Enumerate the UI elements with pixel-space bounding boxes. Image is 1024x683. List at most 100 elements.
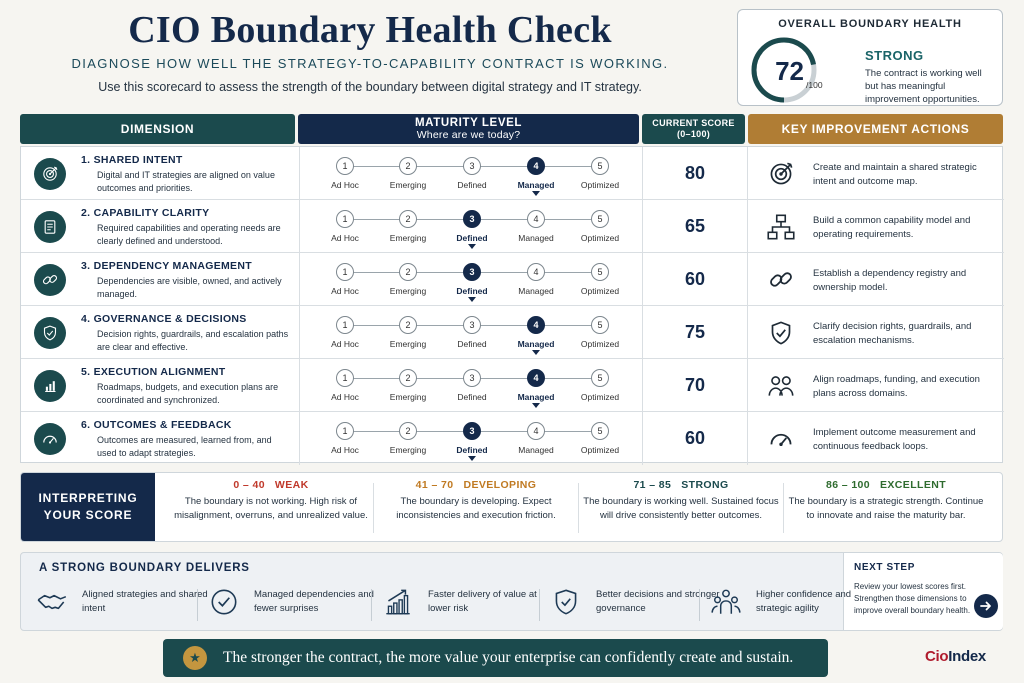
dimension-icon-badge (34, 211, 66, 243)
maturity-level-circle: 4 (527, 157, 545, 175)
benefit-icon (381, 585, 415, 619)
maturity-level-circle: 1 (336, 316, 354, 334)
maturity-scale: 1 Ad Hoc 2 Emerging 3 Defined 4 Managed … (299, 253, 642, 305)
dimension-cell: 4. GOVERNANCE & DECISIONS Decision right… (21, 306, 298, 358)
maturity-level-5[interactable]: 5 Optimized (565, 210, 635, 243)
maturity-level-label: Emerging (389, 233, 427, 243)
maturity-level-1[interactable]: 1 Ad Hoc (310, 263, 380, 296)
maturity-level-1[interactable]: 1 Ad Hoc (310, 157, 380, 190)
maturity-level-circle: 5 (591, 422, 609, 440)
link-icon (770, 272, 792, 287)
dimension-icon-badge (34, 317, 66, 349)
benefit-text: Faster delivery of value at lower risk (428, 589, 537, 614)
maturity-level-circle: 5 (591, 369, 609, 387)
bar-chart-icon (45, 381, 56, 393)
maturity-level-2[interactable]: 2 Emerging (373, 210, 443, 243)
maturity-level-label: Ad Hoc (331, 445, 359, 455)
score-band: 71 – 85 STRONG The boundary is working w… (581, 479, 781, 537)
action-cell: Clarify decision rights, guardrails, and… (747, 306, 1004, 358)
maturity-level-3[interactable]: 3 Defined (437, 316, 507, 349)
benefit-item: Faster delivery of value at lower risk (381, 585, 546, 625)
dimension-icon-badge (34, 158, 66, 190)
maturity-level-label: Emerging (389, 339, 427, 349)
maturity-level-circle: 3 (463, 369, 481, 387)
maturity-level-4[interactable]: 4 Managed (501, 316, 571, 355)
maturity-level-label: Defined (456, 233, 488, 243)
overall-score: 72 (775, 56, 804, 86)
maturity-level-4[interactable]: 4 Managed (501, 157, 571, 196)
maturity-level-1[interactable]: 1 Ad Hoc (310, 316, 380, 349)
maturity-level-label: Managed (518, 445, 554, 455)
maturity-level-label: Defined (457, 339, 487, 349)
dimension-cell: 6. OUTCOMES & FEEDBACK Outcomes are meas… (21, 412, 298, 465)
maturity-level-2[interactable]: 2 Emerging (373, 263, 443, 296)
maturity-level-circle: 2 (399, 263, 417, 281)
benefit-icon (709, 585, 743, 619)
maturity-level-5[interactable]: 5 Optimized (565, 369, 635, 402)
band-name: EXCELLENT (880, 479, 947, 491)
maturity-level-2[interactable]: 2 Emerging (373, 157, 443, 190)
next-step-arrow-button[interactable] (974, 594, 998, 618)
maturity-level-4[interactable]: 4 Managed (501, 369, 571, 408)
maturity-level-3[interactable]: 3 Defined (437, 210, 507, 249)
maturity-scale: 1 Ad Hoc 2 Emerging 3 Defined 4 Managed … (299, 200, 642, 252)
maturity-level-circle: 3 (463, 210, 481, 228)
maturity-level-circle: 2 (399, 210, 417, 228)
maturity-level-circle: 4 (527, 369, 545, 387)
band-heading: 41 – 70 DEVELOPING (376, 479, 576, 491)
maturity-level-4[interactable]: 4 Managed (501, 263, 571, 296)
maturity-level-3[interactable]: 3 Defined (437, 369, 507, 402)
maturity-header-label: MATURITY LEVEL (414, 117, 522, 129)
maturity-level-3[interactable]: 3 Defined (437, 263, 507, 302)
maturity-level-1[interactable]: 1 Ad Hoc (310, 422, 380, 455)
maturity-level-1[interactable]: 1 Ad Hoc (310, 210, 380, 243)
maturity-level-1[interactable]: 1 Ad Hoc (310, 369, 380, 402)
maturity-level-circle: 5 (591, 263, 609, 281)
shield-icon (771, 321, 791, 345)
closing-banner: ★ The stronger the contract, the more va… (163, 639, 828, 677)
dimension-name: 3. DEPENDENCY MANAGEMENT (81, 260, 252, 272)
maturity-level-2[interactable]: 2 Emerging (373, 422, 443, 455)
overall-health-card: OVERALL BOUNDARY HEALTH 72 /100 STRONG T… (737, 9, 1003, 106)
action-icon (764, 422, 798, 456)
action-text: Clarify decision rights, guardrails, and… (813, 321, 972, 346)
maturity-level-3[interactable]: 3 Defined (437, 422, 507, 461)
benefit-text: Higher confidence and strategic agility (756, 589, 852, 614)
current-score-header-line1: CURRENT SCORE (652, 118, 735, 128)
action-text: Align roadmaps, funding, and execution p… (813, 374, 980, 399)
column-header-dimension: DIMENSION (20, 114, 295, 144)
maturity-level-5[interactable]: 5 Optimized (565, 157, 635, 190)
band-heading: 86 – 100 EXCELLENT (786, 479, 986, 491)
action-icon (764, 316, 798, 350)
maturity-level-label: Ad Hoc (331, 286, 359, 296)
interpreting-label-line1: INTERPRETING (38, 491, 138, 505)
scorecard-table: 1. SHARED INTENT Digital and IT strategi… (20, 146, 1004, 465)
benefit-item: Better decisions and stronger governance (549, 585, 720, 625)
benefit-item: Higher confidence and strategic agility (709, 585, 874, 625)
maturity-level-3[interactable]: 3 Defined (437, 157, 507, 190)
maturity-level-5[interactable]: 5 Optimized (565, 316, 635, 349)
dimension-cell: 2. CAPABILITY CLARITY Required capabilit… (21, 200, 298, 252)
maturity-level-2[interactable]: 2 Emerging (373, 316, 443, 349)
maturity-level-label: Optimized (580, 180, 620, 190)
maturity-level-2[interactable]: 2 Emerging (373, 369, 443, 402)
speedometer-icon (770, 433, 792, 447)
dimension-name: 5. EXECUTION ALIGNMENT (81, 366, 226, 378)
dimension-cell: 5. EXECUTION ALIGNMENT Roadmaps, budgets… (21, 359, 298, 411)
shield-icon (43, 325, 57, 341)
dimension-cell: 3. DEPENDENCY MANAGEMENT Dependencies ar… (21, 253, 298, 305)
delivers-heading: A STRONG BOUNDARY DELIVERS (39, 562, 250, 574)
maturity-level-5[interactable]: 5 Optimized (565, 422, 635, 455)
action-icon (764, 263, 798, 297)
maturity-scale: 1 Ad Hoc 2 Emerging 3 Defined 4 Managed … (299, 306, 642, 358)
next-step-text: Review your lowest scores first. Strengt… (854, 582, 971, 615)
star-icon: ★ (183, 646, 207, 670)
maturity-level-4[interactable]: 4 Managed (501, 422, 571, 455)
maturity-level-label: Defined (457, 392, 487, 402)
maturity-level-5[interactable]: 5 Optimized (565, 263, 635, 296)
maturity-level-4[interactable]: 4 Managed (501, 210, 571, 243)
overall-heading: OVERALL BOUNDARY HEALTH (778, 18, 962, 30)
current-level-marker-icon (532, 350, 540, 355)
score-band: 41 – 70 DEVELOPING The boundary is devel… (376, 479, 576, 537)
band-name: WEAK (274, 479, 309, 491)
